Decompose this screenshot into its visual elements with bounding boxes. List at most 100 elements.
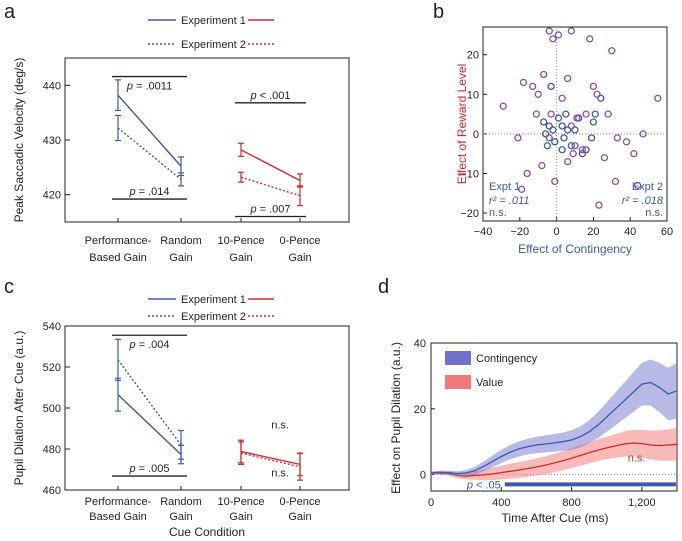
c-cat-perf-line1: Performance- bbox=[85, 496, 152, 508]
a-ytick-label-430: 430 bbox=[43, 135, 61, 147]
b-anno-right-2: r² = .018 bbox=[622, 195, 664, 207]
b-point-s1-32 bbox=[571, 142, 579, 150]
panel-d-marks: p < .05 n.s. bbox=[430, 359, 678, 491]
b-point-s0-0 bbox=[540, 118, 548, 126]
legend-a-exp1-label: Experiment 1 bbox=[181, 15, 246, 27]
b-point-s1-8 bbox=[608, 47, 616, 55]
c-cat-random-line1: Random bbox=[160, 496, 202, 508]
b-point-s1-13 bbox=[558, 94, 566, 102]
a-anno-1: p = .014 bbox=[128, 186, 169, 198]
panel-b-frame bbox=[482, 26, 668, 222]
panel-b-xlabel: Effect of Contingency bbox=[518, 242, 632, 256]
b-point-s1-35 bbox=[633, 181, 642, 190]
d-band-1 bbox=[431, 427, 677, 481]
b-point-s1-20 bbox=[604, 110, 612, 118]
d-xtick-label-400: 400 bbox=[492, 497, 510, 509]
b-point-s1-19 bbox=[593, 90, 601, 98]
b-ytick-label--10: −10 bbox=[460, 168, 479, 180]
b-ytick-label-0: 0 bbox=[473, 129, 479, 141]
legend-d-value-swatch bbox=[445, 375, 471, 389]
panel-letter-c: c bbox=[4, 276, 14, 298]
a-anno-2: p < .001 bbox=[249, 90, 290, 102]
b-point-s1-3 bbox=[545, 27, 553, 35]
b-point-s0-21 bbox=[560, 134, 568, 142]
a-cat-random-line2: Gain bbox=[169, 252, 192, 264]
panel-c-legend: Experiment 1 Experiment 2 bbox=[148, 294, 274, 323]
b-point-s1-15 bbox=[573, 114, 581, 122]
b-point-s1-34 bbox=[611, 177, 620, 186]
b-xtick-label-60: 60 bbox=[661, 226, 673, 238]
d-mean-line-1 bbox=[430, 442, 678, 477]
b-point-s1-18 bbox=[589, 82, 598, 91]
d-xtick-label-1200: 1,200 bbox=[628, 497, 656, 509]
c-ytick-label-500: 500 bbox=[43, 403, 61, 415]
b-point-s0-19 bbox=[571, 126, 579, 134]
a-anno-0: p = .0011 bbox=[126, 81, 172, 93]
a-series-2-line bbox=[240, 149, 301, 182]
b-point-s1-38 bbox=[600, 154, 609, 162]
c-cat-perf-line2: Based Gain bbox=[89, 511, 146, 523]
panel-b-ylabel: Effect of Reward Level bbox=[455, 64, 469, 185]
panel-c-marks: p = .004 p = .005 n.s. n.s. bbox=[112, 334, 303, 481]
b-point-s0-7 bbox=[551, 138, 559, 146]
b-ytick-label--20: −20 bbox=[460, 208, 479, 220]
c-ytick-label-520: 520 bbox=[43, 362, 61, 374]
b-point-s1-37 bbox=[569, 150, 577, 158]
a-cat-zero-line1: 0-Pence bbox=[280, 235, 321, 247]
a-cat-ten-line1: 10-Pence bbox=[217, 235, 264, 247]
c-series-2-line bbox=[240, 450, 301, 466]
a-series-0-line bbox=[117, 94, 182, 167]
a-cat-perf-line1: Performance- bbox=[85, 235, 152, 247]
panel-a-marks: p = .0011 p = .014 p < .001 p = .007 bbox=[112, 75, 306, 218]
panel-a: Peak Saccadic Velocity (deg/s) 420 430 440… bbox=[12, 15, 350, 264]
panel-b-marks bbox=[499, 27, 662, 209]
b-ytick-label-20: 20 bbox=[467, 50, 479, 62]
b-xtick-label-20: 20 bbox=[587, 226, 599, 238]
c-ytick-label-480: 480 bbox=[43, 444, 61, 456]
c-cat-zero-line2: Gain bbox=[288, 511, 311, 523]
c-ytick-label-460: 460 bbox=[43, 485, 61, 497]
b-point-s0-20 bbox=[541, 130, 550, 138]
a-series-3-line bbox=[240, 176, 301, 197]
b-point-s1-36 bbox=[545, 134, 553, 142]
d-anno-0: n.s. bbox=[628, 452, 646, 464]
b-point-s1-33 bbox=[595, 201, 603, 209]
c-series-3-line bbox=[240, 452, 301, 468]
panel-letter-b: b bbox=[433, 1, 444, 23]
a-ytick-label-420: 420 bbox=[43, 190, 61, 202]
c-anno-0: p = .004 bbox=[128, 339, 169, 351]
a-cat-perf-line2: Based Gain bbox=[89, 252, 146, 264]
b-point-s0-2 bbox=[549, 126, 557, 134]
d-ytick-label-20: 20 bbox=[414, 404, 426, 416]
panel-c-frame bbox=[64, 325, 350, 491]
panel-b: Effect of Reward Level Effect of Conting… bbox=[455, 26, 673, 256]
a-cat-random-line1: Random bbox=[160, 235, 202, 247]
c-anno-1: p = .005 bbox=[128, 463, 169, 475]
b-xtick-label--20: −20 bbox=[510, 226, 529, 238]
legend-d-contingency-label: Contingency bbox=[476, 353, 538, 365]
b-point-s1-6 bbox=[567, 27, 575, 35]
panel-d-ticks: 0 400 800 1,200 0 20 40 bbox=[414, 338, 677, 509]
legend-c-exp2-label: Experiment 2 bbox=[181, 311, 246, 323]
panel-letter-a: a bbox=[4, 1, 16, 23]
d-xtick-label-800: 800 bbox=[562, 497, 580, 509]
b-point-s1-27 bbox=[517, 185, 526, 193]
a-ytick-label-440: 440 bbox=[43, 80, 61, 92]
legend-a-exp2-label: Experiment 2 bbox=[181, 39, 246, 51]
panel-c-yticks: 460 480 500 520 540 bbox=[43, 321, 301, 497]
b-point-s1-23 bbox=[630, 150, 638, 158]
b-anno-left-1: Expt 1 bbox=[489, 181, 520, 193]
panel-letter-d: d bbox=[378, 276, 389, 298]
b-point-s0-4 bbox=[558, 122, 566, 130]
b-anno-right-1: Expt 2 bbox=[632, 181, 663, 193]
b-point-s1-11 bbox=[547, 110, 555, 118]
panel-c: Pupil Dilation After Cue (a.u.) 460 480 50… bbox=[12, 294, 350, 539]
panel-b-ticks: −40 −20 0 20 40 60 −20 −10 0 10 20 bbox=[460, 27, 673, 238]
b-point-s1-4 bbox=[549, 35, 557, 43]
b-xtick-label--40: −40 bbox=[474, 226, 493, 238]
legend-c-exp1-label: Experiment 1 bbox=[181, 294, 246, 306]
b-point-s0-11 bbox=[587, 134, 596, 142]
panel-a-yticks: 420 430 440 bbox=[43, 80, 301, 222]
panel-a-frame bbox=[64, 57, 350, 223]
